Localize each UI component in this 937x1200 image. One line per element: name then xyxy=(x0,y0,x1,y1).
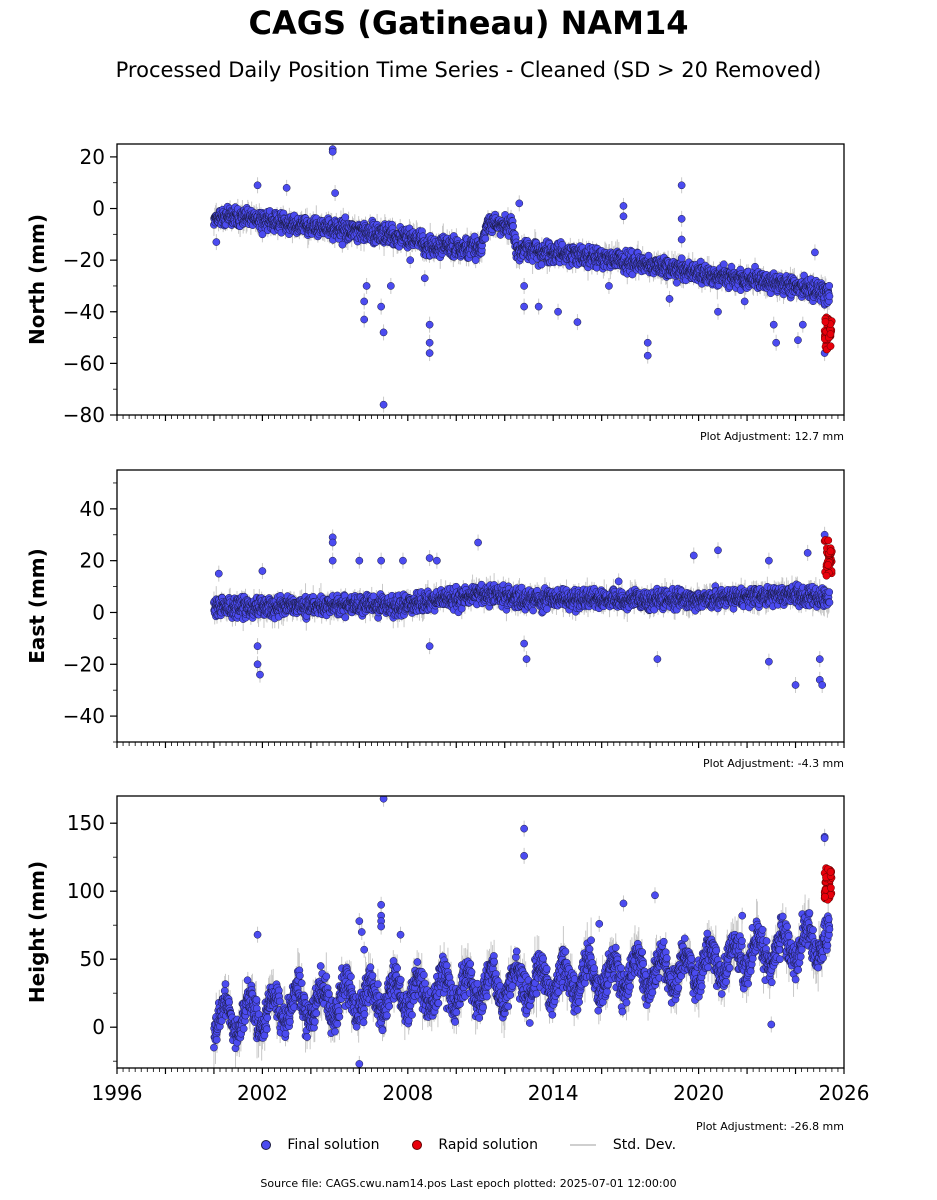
outlier-point xyxy=(406,256,415,264)
chart-subtitle: Processed Daily Position Time Series - C… xyxy=(115,58,822,82)
final-point xyxy=(825,281,834,290)
outlier-point xyxy=(328,147,337,156)
y-tick-label: −80 xyxy=(63,403,105,427)
outlier-point xyxy=(643,338,652,347)
outlier-point xyxy=(554,307,562,316)
final-point xyxy=(825,292,834,301)
x-ticks xyxy=(116,415,845,421)
outlier-point xyxy=(769,320,778,329)
outlier-point xyxy=(258,230,267,239)
y-ticks xyxy=(110,156,117,416)
outlier-point xyxy=(379,400,388,409)
y-tick-label: 20 xyxy=(80,145,105,169)
outlier-point xyxy=(212,238,221,246)
outlier-point xyxy=(714,307,722,316)
outlier-point xyxy=(386,282,395,290)
panel-0: 20 0 −20 −40 −60 −80 North (mm) Plot Adjustment… xyxy=(25,143,845,443)
outlier-point xyxy=(794,336,802,345)
outlier-point xyxy=(471,256,480,264)
outlier-point xyxy=(338,240,347,249)
outlier-point xyxy=(515,199,524,208)
final-solution-points xyxy=(210,530,834,689)
y-tick-label: −60 xyxy=(63,351,105,375)
rapid-solution-points xyxy=(820,313,836,354)
outlier-point xyxy=(425,320,434,329)
outlier-point xyxy=(740,297,749,306)
final-point xyxy=(509,222,517,231)
outlier-point xyxy=(360,315,369,324)
final-solution-points xyxy=(210,145,834,409)
outlier-point xyxy=(677,181,686,190)
outlier-point xyxy=(643,351,652,360)
outlier-point xyxy=(573,318,582,326)
data-points-0 xyxy=(210,144,836,413)
outlier-point xyxy=(360,297,369,306)
chart-title: CAGS (Gatineau) NAM14 xyxy=(248,4,689,42)
plot-adjustment-label: Plot Adjustment: 12.7 mm xyxy=(700,430,844,443)
final-point xyxy=(677,254,686,263)
outlier-point xyxy=(362,282,371,290)
data-points-1 xyxy=(210,526,836,694)
outlier-point xyxy=(520,282,528,290)
final-point xyxy=(341,213,350,222)
outlier-point xyxy=(677,235,686,244)
rapid-point xyxy=(821,317,830,326)
outlier-point xyxy=(605,282,613,290)
outlier-point xyxy=(619,202,628,210)
outlier-point xyxy=(798,320,807,329)
outlier-point xyxy=(420,274,429,283)
final-point xyxy=(672,278,681,287)
outlier-point xyxy=(379,328,388,337)
outlier-point xyxy=(253,181,262,190)
outlier-point xyxy=(619,212,628,221)
outlier-point xyxy=(282,184,291,192)
y-axis-label: North (mm) xyxy=(25,214,49,345)
outlier-point xyxy=(811,248,819,257)
outlier-point xyxy=(772,338,780,347)
final-point xyxy=(341,613,350,622)
y-tick-label: −40 xyxy=(63,300,105,324)
final-point xyxy=(719,260,728,269)
final-point xyxy=(481,234,490,243)
outlier-point xyxy=(520,302,528,311)
outlier-point xyxy=(377,302,385,311)
rapid-point xyxy=(826,330,835,338)
outlier-point xyxy=(331,189,339,197)
outlier-point xyxy=(425,349,434,357)
outlier-point xyxy=(665,295,674,303)
y-tick-label: 0 xyxy=(92,197,105,221)
outlier-point xyxy=(534,302,543,311)
outlier-point xyxy=(677,214,686,223)
outlier-point xyxy=(425,338,434,347)
y-tick-label: −20 xyxy=(63,248,105,272)
rapid-point xyxy=(826,342,835,350)
